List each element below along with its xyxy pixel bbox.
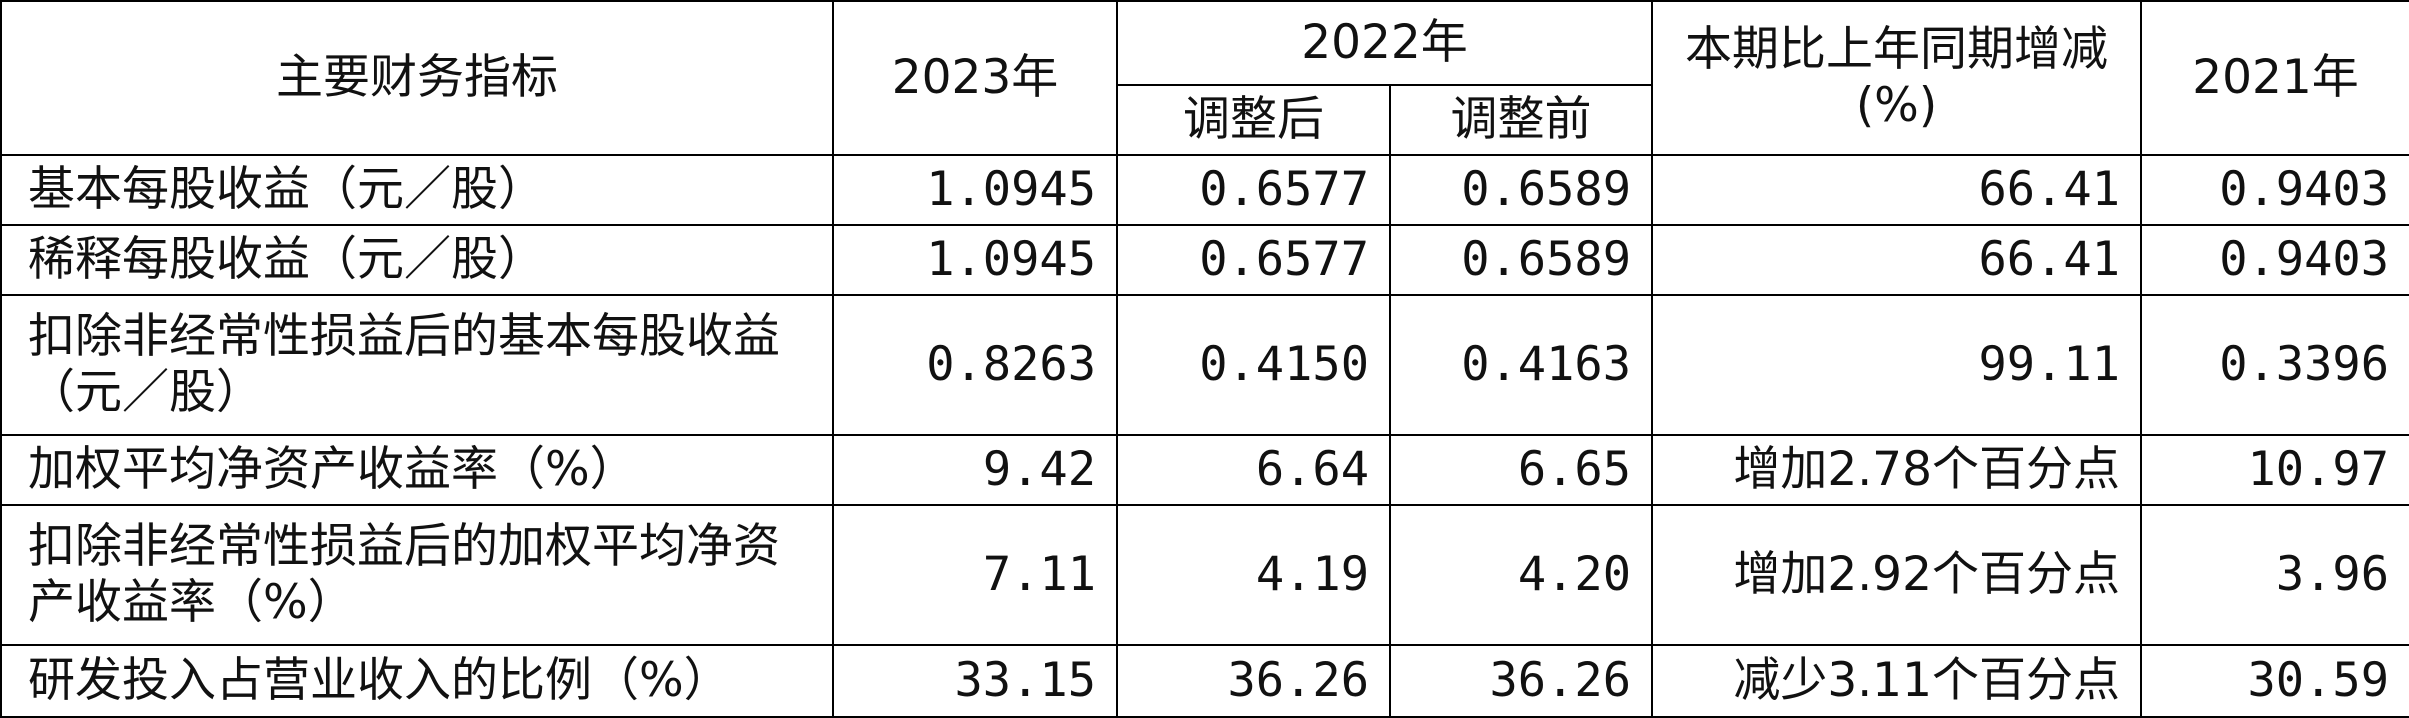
value-2021: 0.3396 xyxy=(2140,294,2409,436)
row-label: 基本每股收益（元／股） xyxy=(0,154,834,226)
table-row: 基本每股收益（元／股） 1.0945 0.6577 0.6589 66.41 0… xyxy=(0,154,2409,226)
value-2023: 0.8263 xyxy=(832,294,1118,436)
value-change: 99.11 xyxy=(1651,294,2142,436)
table-row: 加权平均净资产收益率（%） 9.42 6.64 6.65 增加2.78个百分点 … xyxy=(0,434,2409,506)
value-2022-after: 4.19 xyxy=(1116,504,1391,646)
value-2022-before: 0.4163 xyxy=(1389,294,1653,436)
value-change: 增加2.92个百分点 xyxy=(1651,504,2142,646)
value-2022-after: 36.26 xyxy=(1116,644,1391,718)
value-2022-after: 0.4150 xyxy=(1116,294,1391,436)
value-change: 增加2.78个百分点 xyxy=(1651,434,2142,506)
value-2023: 33.15 xyxy=(832,644,1118,718)
value-2022-after: 0.6577 xyxy=(1116,154,1391,226)
table-row: 扣除非经常性损益后的加权平均净资产收益率（%） 7.11 4.19 4.20 增… xyxy=(0,504,2409,646)
table-row: 稀释每股收益（元／股） 1.0945 0.6577 0.6589 66.41 0… xyxy=(0,224,2409,296)
row-label: 扣除非经常性损益后的基本每股收益（元／股） xyxy=(0,294,834,436)
value-2023: 7.11 xyxy=(832,504,1118,646)
row-label: 稀释每股收益（元／股） xyxy=(0,224,834,296)
value-2023: 9.42 xyxy=(832,434,1118,506)
value-change: 66.41 xyxy=(1651,224,2142,296)
value-2022-before: 0.6589 xyxy=(1389,224,1653,296)
header-adjusted-before: 调整前 xyxy=(1389,84,1653,156)
value-2022-before: 0.6589 xyxy=(1389,154,1653,226)
header-year-2023: 2023年 xyxy=(832,0,1118,156)
header-row-2: 调整后 调整前 xyxy=(1,84,2409,156)
value-2022-before: 36.26 xyxy=(1389,644,1653,718)
value-2022-after: 6.64 xyxy=(1116,434,1391,506)
header-adjusted-after: 调整后 xyxy=(1116,84,1391,156)
value-2021: 0.9403 xyxy=(2140,224,2409,296)
header-indicator: 主要财务指标 xyxy=(0,0,834,156)
table-row: 研发投入占营业收入的比例（%） 33.15 36.26 36.26 减少3.11… xyxy=(0,644,2409,718)
header-year-2021: 2021年 xyxy=(2140,0,2409,156)
row-label: 加权平均净资产收益率（%） xyxy=(0,434,834,506)
header-row-1: 主要财务指标 2023年 2022年 本期比上年同期增减(%) 2021年 xyxy=(0,0,2409,156)
header-change: 本期比上年同期增减(%) xyxy=(1651,0,2142,156)
header-year-2022: 2022年 xyxy=(1116,0,1653,86)
table-row: 扣除非经常性损益后的基本每股收益（元／股） 0.8263 0.4150 0.41… xyxy=(0,294,2409,436)
value-2023: 1.0945 xyxy=(832,154,1118,226)
row-label: 研发投入占营业收入的比例（%） xyxy=(0,644,834,718)
value-change: 66.41 xyxy=(1651,154,2142,226)
value-2021: 3.96 xyxy=(2140,504,2409,646)
value-2023: 1.0945 xyxy=(832,224,1118,296)
value-2022-before: 6.65 xyxy=(1389,434,1653,506)
value-change: 减少3.11个百分点 xyxy=(1651,644,2142,718)
value-2021: 30.59 xyxy=(2140,644,2409,718)
value-2021: 10.97 xyxy=(2140,434,2409,506)
value-2022-before: 4.20 xyxy=(1389,504,1653,646)
row-label: 扣除非经常性损益后的加权平均净资产收益率（%） xyxy=(0,504,834,646)
value-2022-after: 0.6577 xyxy=(1116,224,1391,296)
value-2021: 0.9403 xyxy=(2140,154,2409,226)
